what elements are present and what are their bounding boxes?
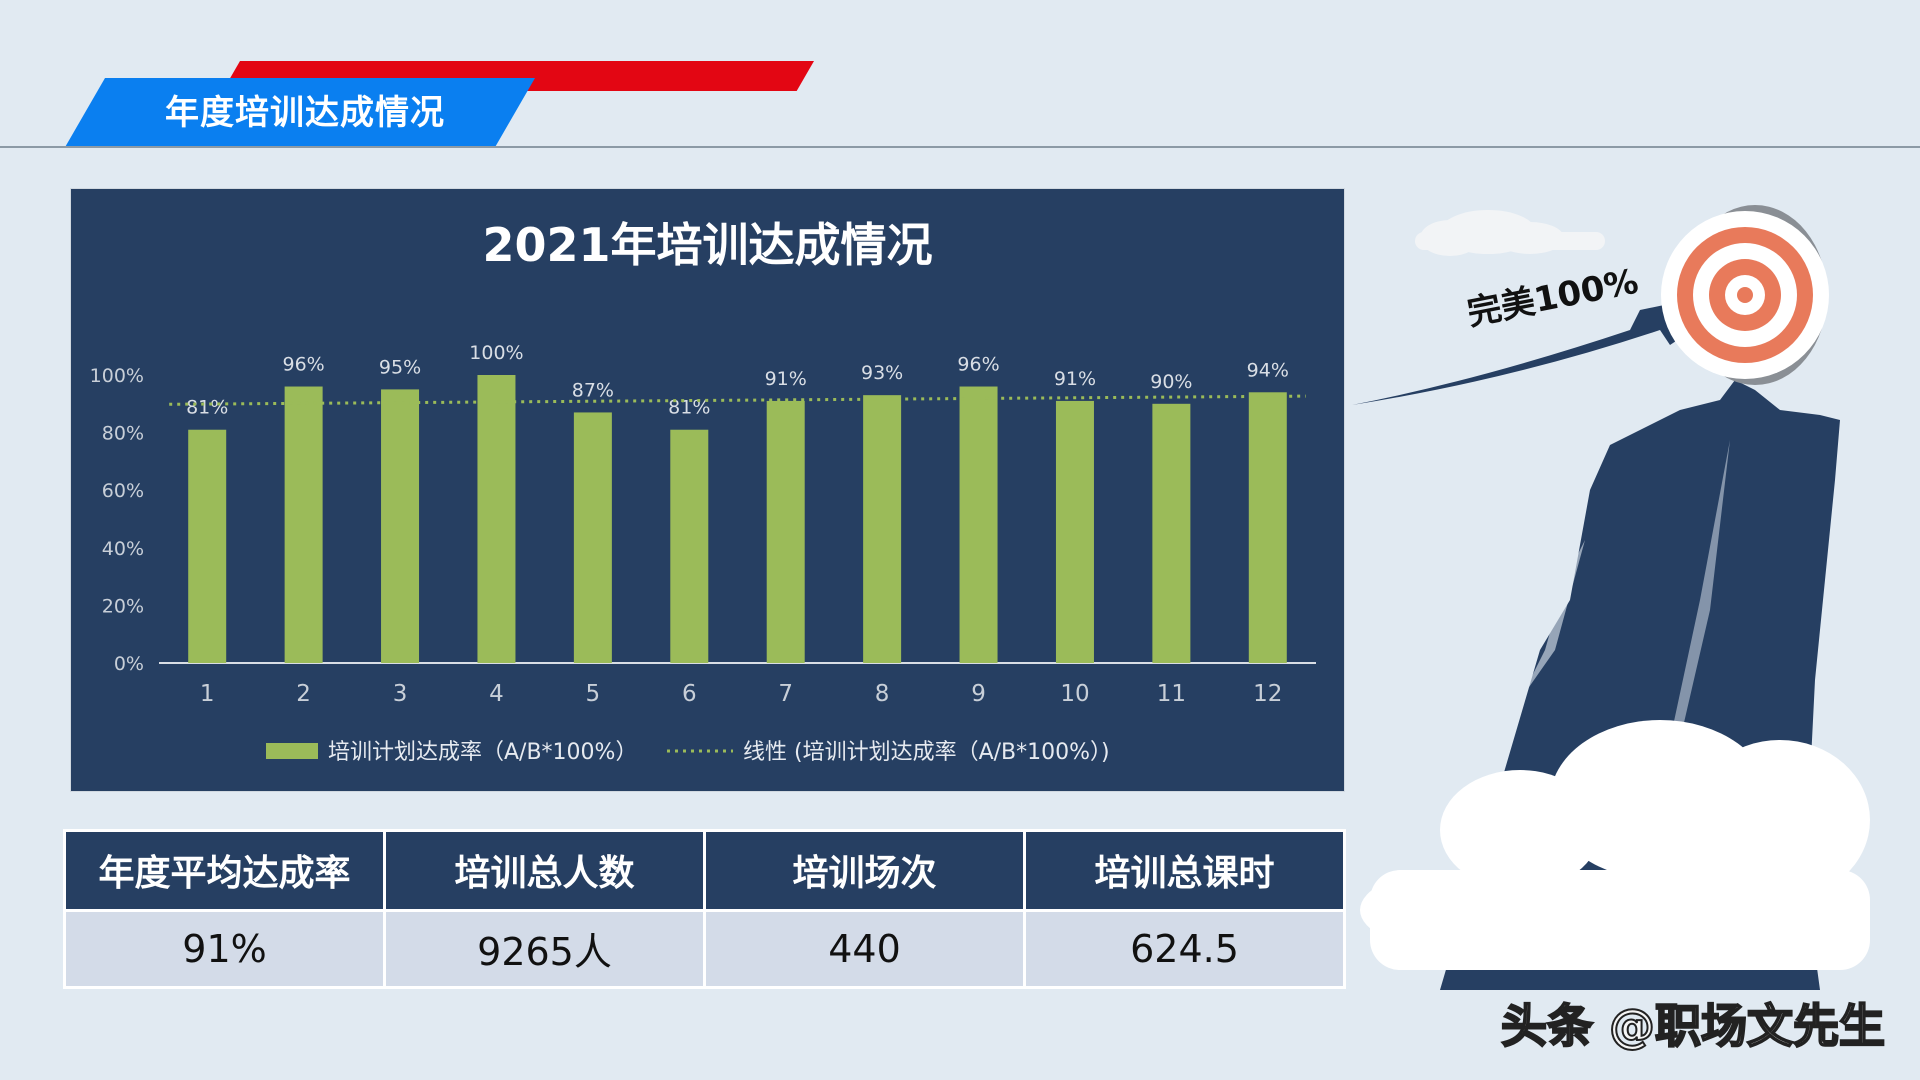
watermark: 头条 @职场文先生 <box>1500 998 1886 1054</box>
bar <box>1055 400 1094 663</box>
bar <box>381 389 420 663</box>
x-tick-label: 1 <box>200 681 215 707</box>
y-tick-label: 40% <box>102 538 144 560</box>
x-tick-label: 12 <box>1253 681 1282 707</box>
stats-header-total-hours: 培训总课时 <box>1023 829 1346 912</box>
bar <box>573 412 612 663</box>
stats-value-sessions: 440 <box>703 908 1026 989</box>
x-tick-label: 10 <box>1060 681 1089 707</box>
stats-header-row: 年度平均达成率 培训总人数 培训场次 培训总课时 <box>63 829 1346 912</box>
y-tick-label: 80% <box>102 423 144 445</box>
stats-header-avg-rate: 年度平均达成率 <box>63 829 386 912</box>
data-label: 87% <box>572 379 614 401</box>
bar <box>1152 403 1191 663</box>
data-label: 94% <box>1247 359 1289 381</box>
legend-label-trendline: 线性 (培训计划达成率（A/B*100%）) <box>743 740 1110 765</box>
bar <box>284 386 323 663</box>
x-tick-label: 3 <box>393 681 408 707</box>
chart-title: 2021年培训达成情况 <box>482 218 932 272</box>
x-tick-label: 9 <box>971 681 986 707</box>
bar <box>1248 392 1287 663</box>
data-label: 100% <box>469 342 523 364</box>
x-tick-label: 8 <box>875 681 890 707</box>
stats-header-sessions: 培训场次 <box>703 829 1026 912</box>
data-label: 81% <box>668 397 710 419</box>
data-label: 96% <box>283 354 325 376</box>
x-tick-label: 4 <box>489 681 504 707</box>
data-label: 90% <box>1150 371 1192 393</box>
chart-panel: 2021年培训达成情况 0% 20% 40% 60% 80% 100% 81% 1 96% 2 95%… <box>70 188 1345 792</box>
legend-swatch-bars <box>266 743 318 759</box>
x-tick-label: 5 <box>586 681 601 707</box>
page-title: 年度培训达成情况 <box>165 93 445 133</box>
legend-label-bars: 培训计划达成率（A/B*100%） <box>328 740 637 765</box>
stats-value-total-hours: 624.5 <box>1023 908 1346 989</box>
y-tick-label: 20% <box>102 595 144 617</box>
data-label: 91% <box>1054 368 1096 390</box>
bar <box>477 375 516 663</box>
trendline <box>169 394 1306 406</box>
data-label: 81% <box>186 397 228 419</box>
cloud-bottom-icon <box>1360 720 1870 970</box>
bar <box>959 386 998 663</box>
arrow-icon <box>1352 285 1760 405</box>
bar <box>670 429 709 663</box>
x-tick-label: 11 <box>1157 681 1186 707</box>
stats-header-total-people: 培训总人数 <box>383 829 706 912</box>
stats-value-row: 91% 9265人 440 624.5 <box>63 908 1346 989</box>
stats-value-avg-rate: 91% <box>63 908 386 989</box>
perfect-label: 完美100% <box>1464 262 1641 334</box>
header-divider <box>0 146 1920 148</box>
data-label: 93% <box>861 362 903 384</box>
data-label: 91% <box>765 368 807 390</box>
bar <box>766 400 805 663</box>
cloud-top-icon <box>1415 210 1605 256</box>
bar <box>863 395 902 663</box>
target-illustration: 完美100% <box>1352 205 1870 990</box>
x-tick-label: 6 <box>682 681 697 707</box>
target-icon <box>1661 205 1829 385</box>
stats-table: 年度平均达成率 培训总人数 培训场次 培训总课时 91% 9265人 440 6… <box>63 829 1346 989</box>
y-tick-label: 60% <box>102 480 144 502</box>
data-label: 95% <box>379 356 421 378</box>
y-tick-label: 100% <box>90 365 144 387</box>
bar-chart: 2021年培训达成情况 0% 20% 40% 60% 80% 100% 81% 1 96% 2 95%… <box>90 218 1316 765</box>
data-label: 96% <box>957 354 999 376</box>
stats-value-total-people: 9265人 <box>383 908 706 989</box>
bar <box>188 429 227 663</box>
x-tick-label: 7 <box>778 681 793 707</box>
y-tick-label: 0% <box>114 653 144 675</box>
x-tick-label: 2 <box>296 681 311 707</box>
